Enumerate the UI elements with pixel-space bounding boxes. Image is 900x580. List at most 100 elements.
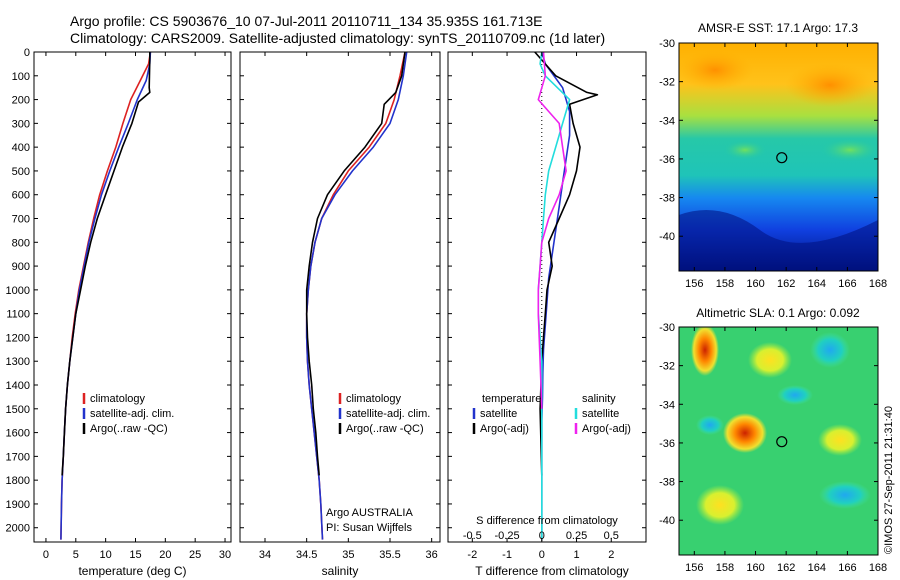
temperature-legend-label-2: Argo(..raw -QC) — [90, 423, 168, 435]
difference-xtick-label: 2 — [608, 549, 614, 561]
difference-top-tick-label: -0.5 — [463, 530, 482, 542]
argo-program-label: Argo AUSTRALIA — [326, 507, 413, 519]
sst-map-xtick-label: 168 — [869, 278, 887, 290]
salinity-series-1 — [305, 51, 408, 540]
sla-map-xtick-label: 158 — [716, 562, 734, 574]
sst-map-xtick-label: 162 — [777, 278, 795, 290]
difference-xtick-label: 0 — [539, 549, 545, 561]
difference-top-xlabel: S difference from climatology — [476, 515, 618, 527]
salinity-plot-frame — [239, 51, 441, 543]
temperature-ytick-label: 100 — [12, 71, 30, 83]
sst-map-ytick-label: -30 — [659, 38, 675, 50]
difference-top-tick-label: -0.25 — [495, 530, 520, 542]
temperature-ytick-label: 0 — [24, 47, 30, 59]
temperature-ytick-label: 1600 — [6, 428, 30, 440]
temperature-xtick-label: 20 — [159, 549, 171, 561]
difference-series-3 — [537, 51, 567, 409]
sla-map-ytick-label: -32 — [659, 361, 675, 373]
sst-map-xtick-label: 160 — [746, 278, 764, 290]
difference-series-2 — [537, 51, 571, 540]
difference-temperature-legend-label-1: Argo(-adj) — [480, 423, 529, 435]
sla-map-xtick-label: 166 — [838, 562, 856, 574]
temperature-xtick-label: 15 — [129, 549, 141, 561]
difference-top-tick-label: 0 — [539, 530, 545, 542]
temperature-ytick-label: 1300 — [6, 356, 30, 368]
temperature-xtick-label: 25 — [189, 549, 201, 561]
salinity-legend-label-0: climatology — [346, 393, 402, 405]
header-line-2: Climatology: CARS2009. Satellite-adjuste… — [70, 30, 605, 46]
temperature-ytick-label: 1200 — [6, 332, 30, 344]
temperature-series-2 — [61, 52, 151, 476]
temperature-ytick-label: 200 — [12, 95, 30, 107]
salinity-legend-label-1: satellite-adj. clim. — [346, 408, 430, 420]
sla-map-xtick-label: 160 — [746, 562, 764, 574]
difference-salinity-legend-label-1: Argo(-adj) — [582, 423, 631, 435]
imos-footer: ©IMOS 27-Sep-2011 21:31:40 — [883, 406, 895, 554]
sst-map-xtick-label: 164 — [808, 278, 826, 290]
sla-map-xtick-label: 164 — [808, 562, 826, 574]
temperature-xtick-label: 30 — [219, 549, 231, 561]
sla-map-ytick-label: -34 — [659, 399, 675, 411]
sla-map-xtick-label: 168 — [869, 562, 887, 574]
sst-map-xtick-label: 156 — [685, 278, 703, 290]
temperature-ytick-label: 1800 — [6, 475, 30, 487]
temperature-ytick-label: 1000 — [6, 285, 30, 297]
temperature-ytick-label: 900 — [12, 261, 30, 273]
sla-map-ytick-label: -36 — [659, 438, 675, 450]
sst-map-ytick-label: -38 — [659, 193, 675, 205]
sst-map-frame — [678, 42, 879, 272]
temperature-ytick-label: 1700 — [6, 451, 30, 463]
temperature-ytick-label: 800 — [12, 237, 30, 249]
temperature-xtick-label: 0 — [43, 549, 49, 561]
temperature-ytick-label: 400 — [12, 142, 30, 154]
sla-map-ytick-label: -40 — [659, 515, 675, 527]
difference-legend-salinity-title: salinity — [582, 393, 616, 405]
sla-map-title: Altimetric SLA: 0.1 Argo: 0.092 — [696, 306, 860, 320]
salinity-legend-label-2: Argo(..raw -QC) — [346, 423, 424, 435]
salinity-xtick-label: 35 — [342, 549, 354, 561]
temperature-ytick-label: 1100 — [6, 309, 30, 321]
header-line-1: Argo profile: CS 5903676_10 07-Jul-2011 … — [70, 13, 543, 29]
sst-map-argo-marker — [776, 152, 788, 164]
temperature-ytick-label: 700 — [12, 214, 30, 226]
salinity-xlabel: salinity — [322, 564, 359, 578]
temperature-legend-label-0: climatology — [90, 393, 146, 405]
difference-top-tick-label: 0.5 — [604, 530, 619, 542]
difference-xlabel: T difference from climatology — [475, 564, 629, 578]
difference-series-1 — [534, 51, 599, 476]
temperature-ytick-label: 600 — [12, 190, 30, 202]
sst-map-ytick-label: -32 — [659, 77, 675, 89]
difference-plot-frame — [447, 51, 647, 543]
sst-map-ytick-label: -34 — [659, 115, 675, 127]
sst-map-ytick-label: -36 — [659, 154, 675, 166]
difference-xtick-label: -2 — [467, 549, 477, 561]
temperature-legend-label-1: satellite-adj. clim. — [90, 408, 174, 420]
sla-map-xtick-label: 162 — [777, 562, 795, 574]
sla-map-frame — [678, 326, 879, 556]
salinity-series-0 — [305, 51, 406, 540]
temperature-ytick-label: 2000 — [6, 523, 30, 535]
sla-map-argo-marker — [776, 436, 788, 448]
temperature-xtick-label: 10 — [100, 549, 112, 561]
sla-map-ytick-label: -38 — [659, 477, 675, 489]
temperature-ytick-label: 1900 — [6, 499, 30, 511]
difference-xtick-label: 1 — [573, 549, 579, 561]
salinity-series-2 — [305, 51, 406, 476]
sla-map-xtick-label: 156 — [685, 562, 703, 574]
sla-map-image — [679, 327, 878, 555]
pi-label: PI: Susan Wijffels — [326, 522, 412, 534]
salinity-xtick-label: 36 — [426, 549, 438, 561]
temperature-ytick-label: 500 — [12, 166, 30, 178]
sst-map-image — [679, 43, 878, 271]
temperature-ytick-label: 1500 — [6, 404, 30, 416]
salinity-xtick-label: 34.5 — [296, 549, 317, 561]
temperature-ytick-label: 1400 — [6, 380, 30, 392]
difference-salinity-legend-label-0: satellite — [582, 408, 619, 420]
temperature-series-0 — [60, 51, 152, 540]
sla-map-ytick-label: -30 — [659, 322, 675, 334]
sst-map-ytick-label: -40 — [659, 231, 675, 243]
sst-map-title: AMSR-E SST: 17.1 Argo: 17.3 — [698, 21, 858, 35]
temperature-xlabel: temperature (deg C) — [78, 564, 186, 578]
temperature-ytick-label: 300 — [12, 118, 30, 130]
